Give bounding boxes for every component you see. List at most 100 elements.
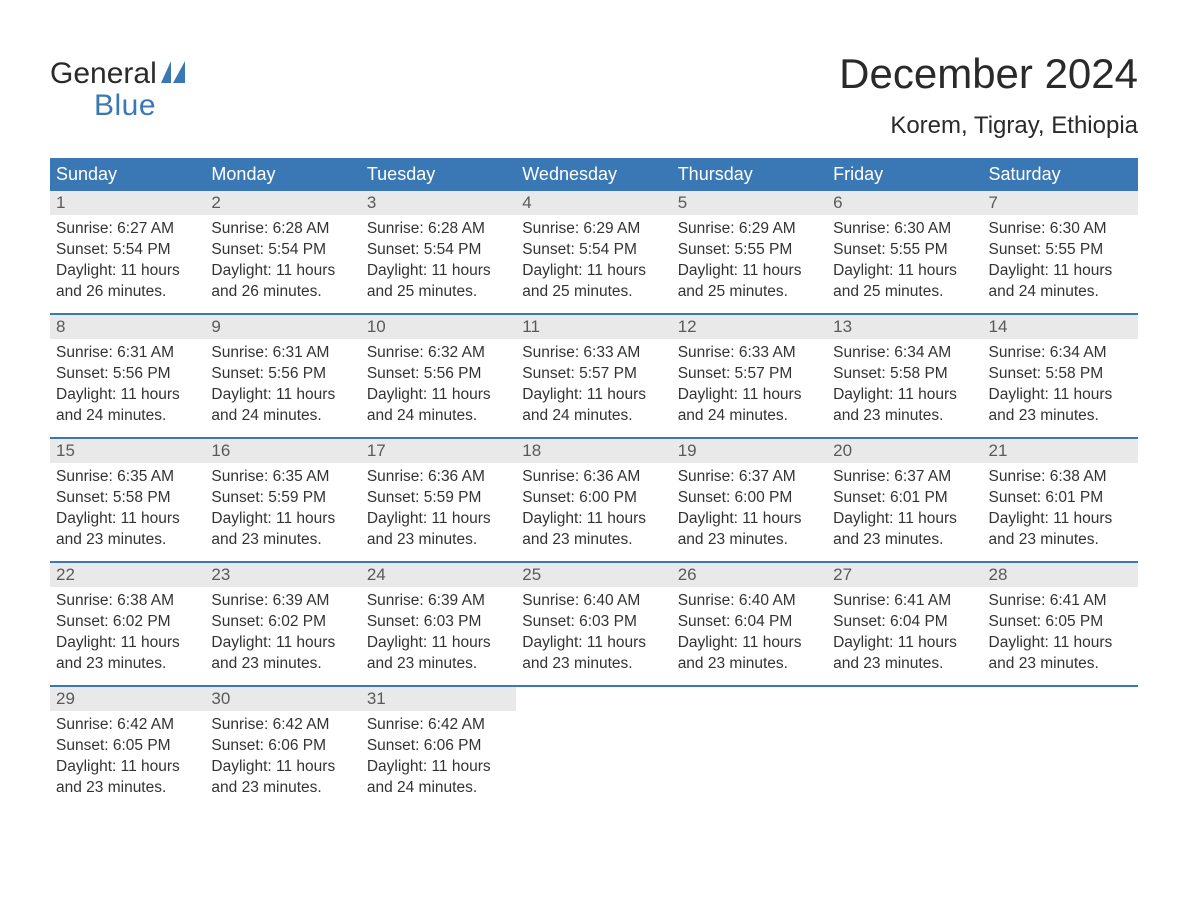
- day-sunset-line: Sunset: 5:58 PM: [833, 364, 976, 385]
- day-number: 31: [367, 689, 386, 708]
- day-number-row: 19: [672, 439, 827, 463]
- day-sunrise-line: Sunrise: 6:40 AM: [678, 591, 821, 612]
- day-number-row: 20: [827, 439, 982, 463]
- day-sunset-line: Sunset: 6:06 PM: [211, 736, 354, 757]
- day-daylight2-line: and 23 minutes.: [833, 406, 976, 427]
- calendar-day-cell: 16Sunrise: 6:35 AMSunset: 5:59 PMDayligh…: [205, 439, 360, 561]
- day-number-row: 1: [50, 191, 205, 215]
- day-sunrise-line: Sunrise: 6:41 AM: [833, 591, 976, 612]
- day-number: 2: [211, 193, 220, 212]
- day-sunrise-line: Sunrise: 6:42 AM: [56, 715, 199, 736]
- day-daylight2-line: and 23 minutes.: [678, 654, 821, 675]
- day-sunrise-line: Sunrise: 6:34 AM: [989, 343, 1132, 364]
- day-sunset-line: Sunset: 5:57 PM: [678, 364, 821, 385]
- calendar-day-cell: 1Sunrise: 6:27 AMSunset: 5:54 PMDaylight…: [50, 191, 205, 313]
- day-header-wed: Wednesday: [516, 158, 671, 191]
- day-sunset-line: Sunset: 5:58 PM: [56, 488, 199, 509]
- day-sunset-line: Sunset: 6:01 PM: [989, 488, 1132, 509]
- day-number: 16: [211, 441, 230, 460]
- day-number: 5: [678, 193, 687, 212]
- day-number: 23: [211, 565, 230, 584]
- day-number-row: 23: [205, 563, 360, 587]
- day-daylight2-line: and 23 minutes.: [833, 654, 976, 675]
- day-number-row: 12: [672, 315, 827, 339]
- day-daylight1-line: Daylight: 11 hours: [367, 261, 510, 282]
- day-number: 9: [211, 317, 220, 336]
- calendar-day-cell: 18Sunrise: 6:36 AMSunset: 6:00 PMDayligh…: [516, 439, 671, 561]
- day-sunset-line: Sunset: 6:05 PM: [989, 612, 1132, 633]
- day-sunrise-line: Sunrise: 6:27 AM: [56, 219, 199, 240]
- day-number: 19: [678, 441, 697, 460]
- day-daylight1-line: Daylight: 11 hours: [211, 385, 354, 406]
- day-sunrise-line: Sunrise: 6:40 AM: [522, 591, 665, 612]
- day-sunrise-line: Sunrise: 6:36 AM: [522, 467, 665, 488]
- day-sunset-line: Sunset: 5:54 PM: [367, 240, 510, 261]
- day-daylight1-line: Daylight: 11 hours: [211, 633, 354, 654]
- calendar-day-cell: 11Sunrise: 6:33 AMSunset: 5:57 PMDayligh…: [516, 315, 671, 437]
- day-sunrise-line: Sunrise: 6:28 AM: [211, 219, 354, 240]
- calendar-day-cell: [983, 687, 1138, 809]
- logo-text-line1: General: [50, 58, 157, 90]
- day-number: 7: [989, 193, 998, 212]
- day-daylight1-line: Daylight: 11 hours: [989, 509, 1132, 530]
- calendar-day-cell: 30Sunrise: 6:42 AMSunset: 6:06 PMDayligh…: [205, 687, 360, 809]
- calendar-day-cell: 27Sunrise: 6:41 AMSunset: 6:04 PMDayligh…: [827, 563, 982, 685]
- day-daylight2-line: and 23 minutes.: [367, 530, 510, 551]
- day-sunrise-line: Sunrise: 6:28 AM: [367, 219, 510, 240]
- day-daylight2-line: and 25 minutes.: [522, 282, 665, 303]
- day-daylight2-line: and 23 minutes.: [56, 778, 199, 799]
- day-daylight2-line: and 24 minutes.: [56, 406, 199, 427]
- calendar-day-cell: 24Sunrise: 6:39 AMSunset: 6:03 PMDayligh…: [361, 563, 516, 685]
- day-sunrise-line: Sunrise: 6:36 AM: [367, 467, 510, 488]
- day-number-row: 16: [205, 439, 360, 463]
- day-number-row: 5: [672, 191, 827, 215]
- calendar-day-cell: 5Sunrise: 6:29 AMSunset: 5:55 PMDaylight…: [672, 191, 827, 313]
- day-number: 8: [56, 317, 65, 336]
- day-sunrise-line: Sunrise: 6:32 AM: [367, 343, 510, 364]
- day-daylight1-line: Daylight: 11 hours: [56, 509, 199, 530]
- day-sunset-line: Sunset: 5:59 PM: [367, 488, 510, 509]
- day-daylight2-line: and 26 minutes.: [56, 282, 199, 303]
- flag-icon: [161, 58, 195, 90]
- day-sunset-line: Sunset: 5:59 PM: [211, 488, 354, 509]
- calendar-day-cell: 29Sunrise: 6:42 AMSunset: 6:05 PMDayligh…: [50, 687, 205, 809]
- day-sunset-line: Sunset: 6:06 PM: [367, 736, 510, 757]
- day-number-row: 29: [50, 687, 205, 711]
- day-header-sun: Sunday: [50, 158, 205, 191]
- day-daylight1-line: Daylight: 11 hours: [367, 509, 510, 530]
- day-sunrise-line: Sunrise: 6:29 AM: [678, 219, 821, 240]
- calendar-week: 1Sunrise: 6:27 AMSunset: 5:54 PMDaylight…: [50, 191, 1138, 313]
- day-number: 29: [56, 689, 75, 708]
- day-daylight1-line: Daylight: 11 hours: [522, 509, 665, 530]
- calendar-day-cell: [516, 687, 671, 809]
- day-number: 13: [833, 317, 852, 336]
- day-daylight2-line: and 23 minutes.: [211, 778, 354, 799]
- day-sunrise-line: Sunrise: 6:42 AM: [211, 715, 354, 736]
- day-number-row: 2: [205, 191, 360, 215]
- day-sunrise-line: Sunrise: 6:30 AM: [833, 219, 976, 240]
- day-daylight1-line: Daylight: 11 hours: [56, 261, 199, 282]
- day-number-row: 25: [516, 563, 671, 587]
- day-number-row: 9: [205, 315, 360, 339]
- day-sunrise-line: Sunrise: 6:39 AM: [211, 591, 354, 612]
- day-number: 24: [367, 565, 386, 584]
- day-number: 6: [833, 193, 842, 212]
- calendar-week: 22Sunrise: 6:38 AMSunset: 6:02 PMDayligh…: [50, 561, 1138, 685]
- day-daylight2-line: and 23 minutes.: [678, 530, 821, 551]
- day-sunset-line: Sunset: 5:55 PM: [833, 240, 976, 261]
- calendar-day-cell: 21Sunrise: 6:38 AMSunset: 6:01 PMDayligh…: [983, 439, 1138, 561]
- day-sunrise-line: Sunrise: 6:29 AM: [522, 219, 665, 240]
- day-sunrise-line: Sunrise: 6:35 AM: [211, 467, 354, 488]
- day-sunrise-line: Sunrise: 6:41 AM: [989, 591, 1132, 612]
- day-number-row: 13: [827, 315, 982, 339]
- day-number-row: 28: [983, 563, 1138, 587]
- calendar-day-cell: 3Sunrise: 6:28 AMSunset: 5:54 PMDaylight…: [361, 191, 516, 313]
- day-header-thu: Thursday: [672, 158, 827, 191]
- day-daylight1-line: Daylight: 11 hours: [833, 261, 976, 282]
- day-sunset-line: Sunset: 5:56 PM: [56, 364, 199, 385]
- day-number: 1: [56, 193, 65, 212]
- day-daylight2-line: and 23 minutes.: [56, 530, 199, 551]
- day-daylight2-line: and 23 minutes.: [211, 530, 354, 551]
- day-sunrise-line: Sunrise: 6:30 AM: [989, 219, 1132, 240]
- day-daylight2-line: and 23 minutes.: [56, 654, 199, 675]
